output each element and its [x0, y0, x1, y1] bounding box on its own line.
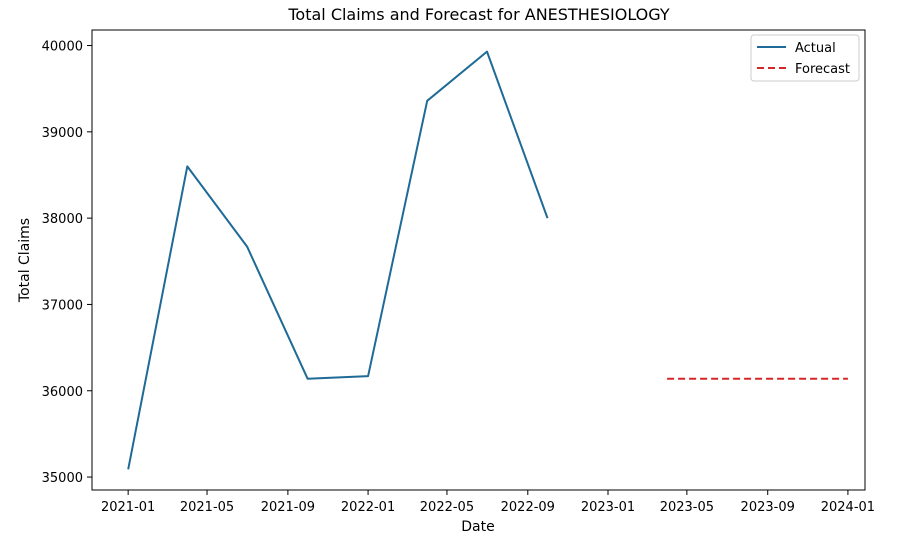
series-line-actual [127, 50, 549, 470]
x-tick-label: 2022-01 [341, 500, 395, 515]
x-tick-label: 2023-01 [581, 500, 635, 515]
x-axis: 2021-01 2021-05 2021-09 2022-01 2022-05 2022-… [101, 490, 875, 515]
y-tick-label: 37000 [42, 298, 83, 313]
y-tick-label: 36000 [42, 385, 83, 400]
x-tick-label: 2021-09 [261, 500, 315, 515]
x-tick-label: 2024-01 [821, 500, 875, 515]
y-tick-label: 39000 [42, 126, 83, 141]
legend-label-forecast: Forecast [795, 62, 850, 77]
y-axis: 35000 36000 37000 38000 39000 40000 [42, 40, 92, 486]
series-layer [127, 50, 849, 470]
x-tick-label: 2023-09 [741, 500, 795, 515]
y-tick-label: 38000 [42, 212, 83, 227]
chart-title: Total Claims and Forecast for ANESTHESIO… [287, 5, 669, 24]
x-tick-label: 2022-05 [420, 500, 474, 515]
x-tick-label: 2022-09 [501, 500, 555, 515]
plot-area [91, 29, 866, 491]
x-axis-label: Date [461, 519, 494, 535]
legend-label-actual: Actual [795, 41, 836, 56]
x-tick-label: 2021-05 [180, 500, 234, 515]
x-tick-label: 2023-05 [660, 500, 714, 515]
y-tick-label: 40000 [42, 40, 83, 55]
y-tick-label: 35000 [42, 471, 83, 486]
y-axis-label: Total Claims [17, 218, 33, 303]
legend: Actual Forecast [750, 34, 860, 82]
x-tick-label: 2021-01 [101, 500, 155, 515]
